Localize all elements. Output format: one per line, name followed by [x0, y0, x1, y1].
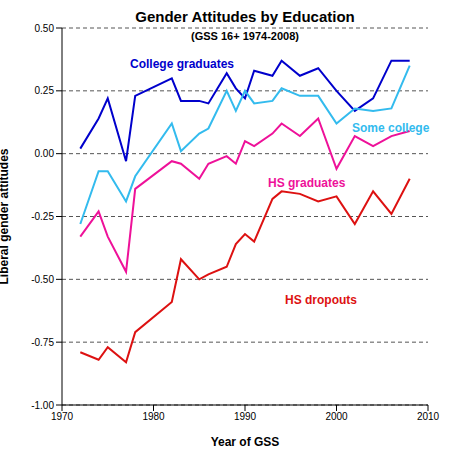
svg-text:-0.25: -0.25 — [31, 211, 54, 222]
svg-text:0.50: 0.50 — [35, 23, 55, 34]
html-text:Some college: Some college — [352, 121, 430, 135]
svg-text:-1.00: -1.00 — [31, 400, 54, 411]
svg-text:1970: 1970 — [51, 411, 74, 422]
html-text:Gender Attitudes by Education: Gender Attitudes by Education — [135, 8, 355, 25]
svg-text:1990: 1990 — [234, 411, 257, 422]
svg-text:-0.75: -0.75 — [31, 337, 54, 348]
html-text:HS dropouts: HS dropouts — [285, 293, 357, 307]
html-text:College graduates: College graduates — [130, 57, 234, 71]
svg-text:2010: 2010 — [417, 411, 440, 422]
svg-text:2000: 2000 — [325, 411, 348, 422]
svg-text:0.00: 0.00 — [35, 148, 55, 159]
html-text:(GSS 16+ 1974-2008): (GSS 16+ 1974-2008) — [191, 30, 299, 42]
svg-text:Liberal gender attitudes: Liberal gender attitudes — [8, 148, 11, 284]
svg-text:0.25: 0.25 — [35, 85, 55, 96]
svg-text:-0.50: -0.50 — [31, 274, 54, 285]
html-text:HS graduates: HS graduates — [268, 176, 346, 190]
svg-text:1980: 1980 — [142, 411, 165, 422]
svg-text:Year of GSS: Year of GSS — [211, 435, 280, 449]
